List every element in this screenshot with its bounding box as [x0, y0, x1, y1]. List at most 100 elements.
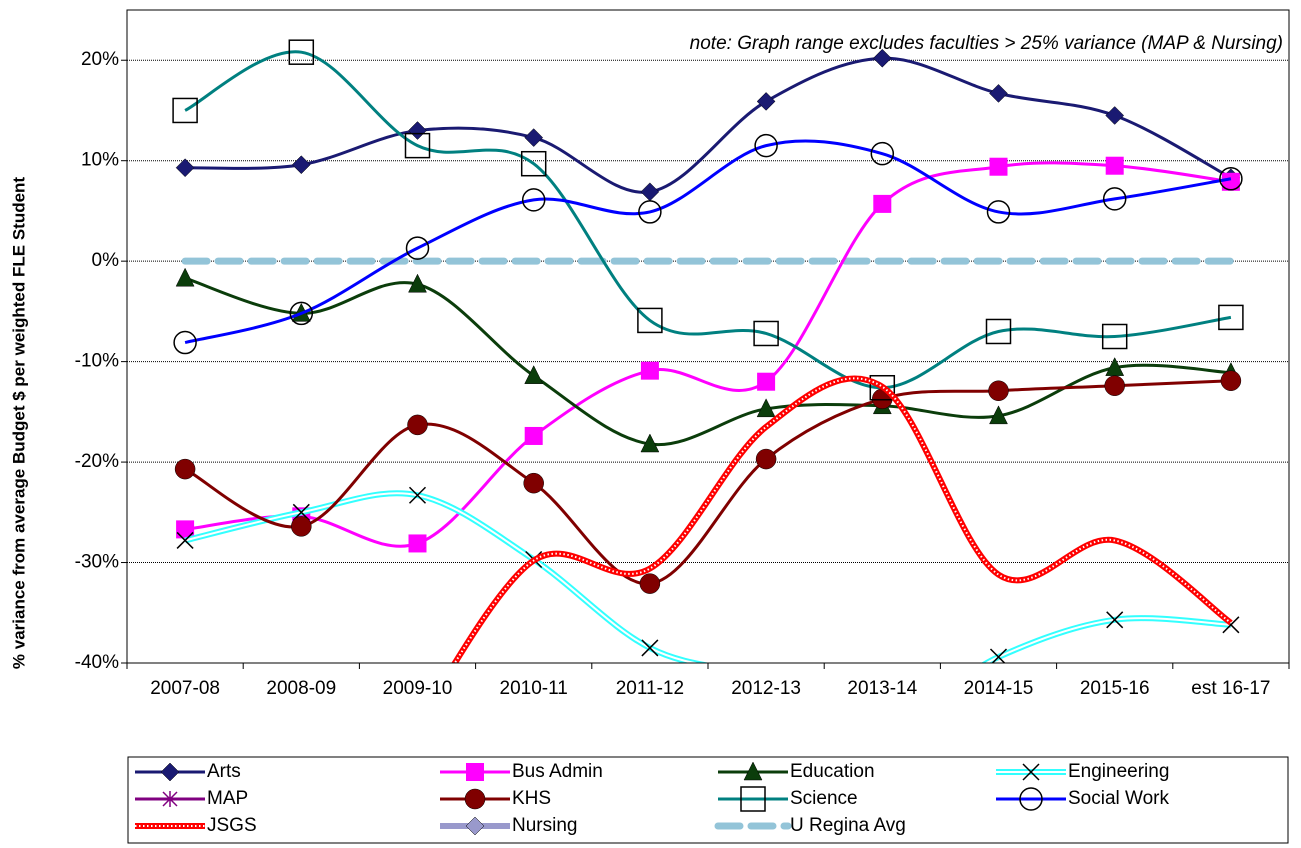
marker [1105, 156, 1124, 175]
legend-item: Bus Admin [440, 761, 603, 782]
plot-frame [126, 9, 1290, 664]
legend-label: Engineering [1068, 761, 1169, 782]
marker [753, 320, 779, 347]
legend-label: Arts [207, 761, 241, 782]
marker [1104, 375, 1125, 396]
series [176, 486, 1240, 663]
line [185, 56, 1232, 194]
series [174, 370, 1242, 594]
series [176, 156, 1240, 553]
line [184, 276, 1231, 447]
marker [408, 273, 427, 293]
marker [989, 84, 1008, 103]
x-tick-label: 2013-14 [847, 678, 917, 699]
marker [1102, 187, 1127, 211]
marker [637, 307, 663, 334]
legend-label: Education [790, 761, 875, 782]
marker [464, 788, 486, 810]
marker [988, 380, 1009, 401]
marker [985, 318, 1012, 345]
y-tick-label: -30% [75, 552, 119, 573]
marker [291, 516, 312, 537]
legend-item: JSGS [135, 815, 257, 836]
line [184, 379, 1231, 586]
marker [175, 267, 195, 287]
marker [1022, 763, 1040, 781]
legend-label: Science [790, 788, 858, 809]
y-tick-label: -20% [75, 451, 119, 472]
marker [173, 330, 197, 355]
marker [172, 97, 198, 124]
plot-area [172, 39, 1244, 663]
marker [989, 157, 1008, 176]
x-tick-label: est 16-17 [1191, 678, 1270, 699]
marker [754, 133, 778, 158]
marker [755, 448, 777, 470]
y-tick-label: 0% [92, 250, 120, 271]
marker [465, 816, 485, 836]
legend-label: KHS [512, 788, 551, 809]
marker [1106, 611, 1124, 629]
y-tick-label: 10% [81, 150, 119, 171]
legend-label: Bus Admin [512, 761, 603, 782]
marker [873, 194, 892, 213]
marker [291, 155, 311, 175]
y-tick-label: -40% [75, 652, 119, 673]
x-tick-label: 2012-13 [731, 678, 801, 699]
marker [520, 150, 547, 177]
x-tick-label: 2009-10 [383, 678, 453, 699]
x-tick-label: 2007-08 [150, 678, 220, 699]
x-tick-label: 2011-12 [616, 678, 684, 699]
legend-label: JSGS [207, 815, 257, 836]
marker [640, 361, 659, 380]
x-tick-label: 2015-16 [1080, 678, 1150, 699]
marker [1101, 323, 1128, 350]
marker [641, 639, 659, 657]
marker [757, 372, 776, 391]
marker [872, 48, 892, 68]
line [184, 50, 1232, 390]
x-tick-label: 2014-15 [964, 678, 1034, 699]
legend-item: Social Work [996, 787, 1170, 811]
y-axis-label: % variance from average Budget $ per wei… [9, 177, 28, 670]
series [451, 375, 1233, 663]
legend-item: Nursing [440, 815, 577, 836]
marker [176, 531, 194, 549]
marker [408, 486, 427, 504]
marker [288, 39, 315, 65]
marker [175, 158, 195, 178]
line-core [184, 492, 1231, 663]
marker [639, 573, 661, 594]
y-tick-label: 20% [81, 49, 119, 70]
legend-item: Education [718, 761, 875, 782]
legend-item: MAP [135, 788, 248, 809]
marker [1221, 172, 1240, 191]
marker [756, 92, 776, 111]
marker [756, 398, 776, 418]
marker [160, 762, 180, 782]
marker [740, 786, 766, 812]
marker [1219, 167, 1243, 191]
series [172, 39, 1244, 401]
legend-item: KHS [440, 788, 551, 810]
x-tick-label: 2008-09 [266, 678, 336, 699]
marker [870, 141, 895, 166]
marker [986, 200, 1011, 224]
marker [174, 458, 196, 480]
marker [743, 761, 763, 781]
marker [408, 121, 427, 140]
legend-box [127, 756, 1289, 844]
marker [523, 472, 544, 494]
line [184, 161, 1232, 548]
marker [466, 763, 484, 781]
legend-label: Nursing [512, 815, 577, 836]
marker [404, 132, 431, 159]
marker [1218, 304, 1244, 331]
marker [405, 236, 430, 260]
marker [176, 520, 195, 539]
legend-item: Science [718, 786, 858, 812]
marker [524, 128, 544, 147]
legend-item: Arts [135, 761, 241, 782]
